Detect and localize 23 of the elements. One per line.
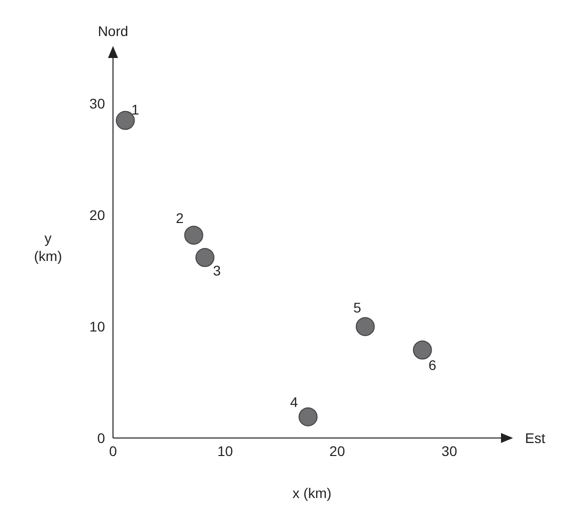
- annotation: 2: [176, 210, 184, 226]
- y-tick-label: 30: [89, 96, 106, 112]
- point: [195, 248, 214, 267]
- annotation: 3: [213, 262, 222, 278]
- y-tick-label: 0: [97, 430, 106, 446]
- x-tick-label: 20: [329, 442, 346, 459]
- point: [356, 317, 375, 336]
- x-tick-label: 0: [109, 442, 118, 459]
- annotation: 1: [131, 101, 140, 118]
- point: [298, 407, 318, 426]
- x-tick-label: 10: [217, 442, 234, 459]
- annotation: 5: [353, 300, 362, 316]
- y-axis-title: y (km): [34, 230, 62, 264]
- x-axis-title: x (km): [292, 485, 332, 501]
- y-tick-label: 10: [89, 318, 106, 335]
- x-tick-label: 30: [442, 442, 458, 459]
- point: [412, 340, 432, 360]
- annotation: 6: [428, 356, 437, 373]
- point: [184, 226, 204, 245]
- text: Nord: [98, 23, 128, 39]
- y-tick-label: 20: [89, 207, 106, 224]
- annotation: 4: [290, 394, 298, 410]
- text: Est: [525, 430, 546, 446]
